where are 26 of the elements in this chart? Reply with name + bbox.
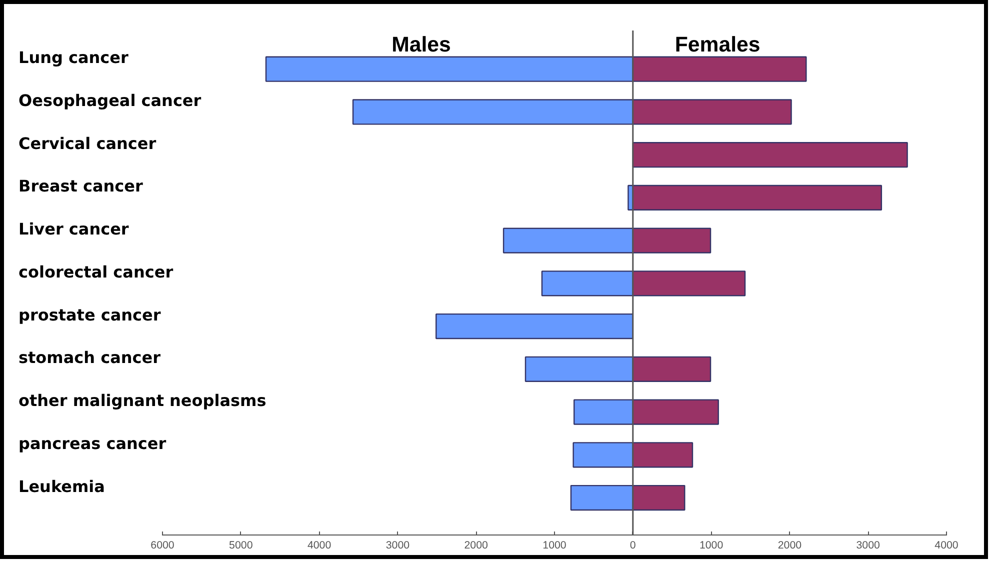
bar	[436, 313, 634, 340]
x-tick-label: 2000	[778, 540, 802, 552]
series-label: Males	[392, 32, 451, 56]
bar	[632, 142, 908, 168]
x-tick-label: 6000	[150, 540, 174, 552]
x-tick-label: 5000	[229, 540, 253, 552]
x-tick-label: 4000	[307, 540, 332, 552]
x-tick-label: 4000	[934, 540, 958, 552]
y-tick-label: Liver cancer	[18, 220, 129, 239]
y-tick-label: other malignant neoplasms	[18, 391, 266, 410]
y-tick-label: Breast cancer	[18, 176, 143, 196]
y-tick-label: Oesophageal cancer	[18, 90, 202, 110]
x-tick-label: 3000	[856, 540, 880, 552]
x-tick-label: 3000	[386, 540, 410, 552]
y-tick-label: pancreas cancer	[18, 434, 166, 453]
series-label: Females	[674, 32, 760, 56]
y-tick-label: Lung cancer	[18, 48, 129, 68]
y-tick-label: prostate cancer	[18, 305, 161, 324]
x-tick-label: 1000	[542, 540, 566, 552]
x-tick-label: 2000	[464, 540, 488, 552]
y-tick-label: stomach cancer	[18, 348, 161, 368]
y-tick-label: Cervical cancer	[18, 134, 156, 153]
y-tick-label: Leukemia	[18, 476, 105, 496]
x-tick-label: 1000	[699, 540, 724, 552]
x-tick-label: 0	[630, 540, 636, 552]
y-tick-label: colorectal cancer	[18, 262, 174, 282]
